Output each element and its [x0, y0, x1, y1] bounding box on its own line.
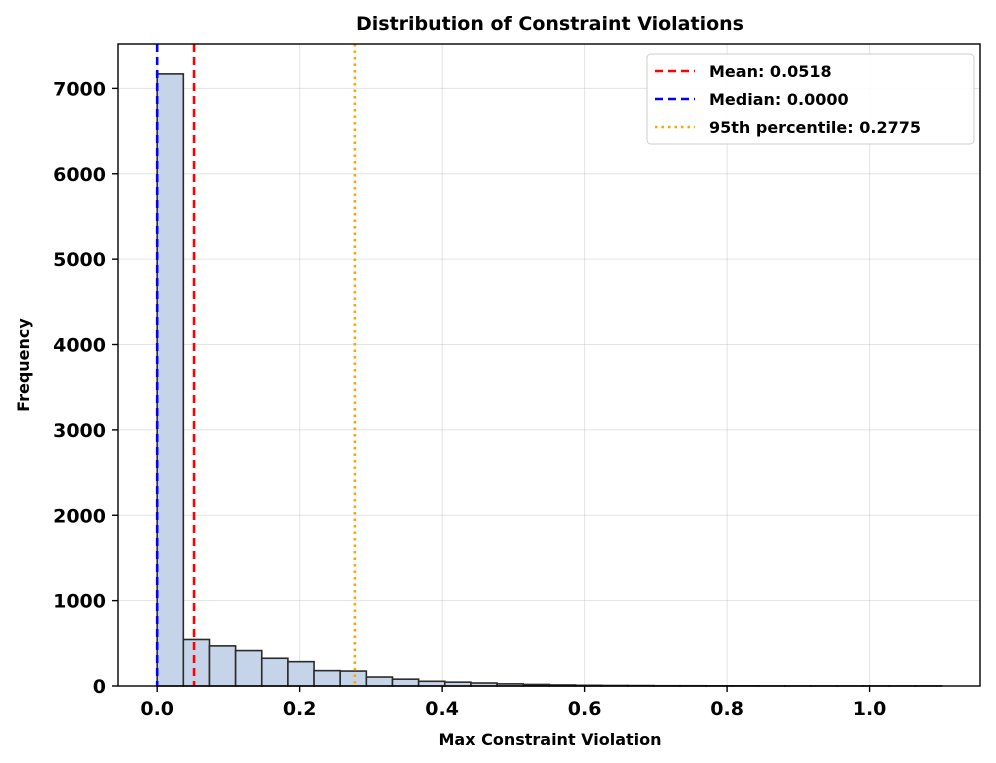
histogram-bar [182, 638, 211, 687]
y-tick-label: 2000 [53, 505, 106, 527]
y-axis-ticks: 0 1000 2000 3000 4000 5000 6000 7000 [53, 78, 118, 698]
y-tick-label: 5000 [53, 249, 106, 271]
legend-entry: Mean: 0.0518 [709, 62, 832, 81]
y-tick-label: 3000 [53, 420, 106, 442]
chart-title: Distribution of Constraint Violations [356, 13, 744, 35]
x-tick-label: 0.2 [283, 698, 317, 720]
y-tick-label: 1000 [53, 591, 106, 613]
x-tick-label: 0.8 [710, 698, 744, 720]
y-axis-label: Frequency [14, 318, 33, 412]
histogram-bar [391, 678, 420, 687]
histogram-bar [339, 670, 368, 687]
histogram-bar [260, 657, 289, 687]
y-tick-label: 0 [93, 676, 106, 698]
axes [117, 43, 981, 687]
x-tick-label: 1.0 [853, 698, 887, 720]
histogram-bar [208, 645, 237, 687]
histogram-bar [156, 73, 185, 687]
legend-entry: Median: 0.0000 [709, 90, 849, 109]
x-tick-label: 0.6 [568, 698, 602, 720]
x-tick-label: 0.0 [140, 698, 174, 720]
plot-frame [117, 43, 981, 687]
x-tick-label: 0.4 [425, 698, 459, 720]
histogram-bars [156, 73, 943, 687]
histogram-bar [365, 676, 394, 687]
legend-entry: 95th percentile: 0.2775 [709, 118, 921, 137]
x-axis-label: Max Constraint Violation [438, 730, 661, 749]
y-tick-label: 4000 [53, 335, 106, 357]
y-tick-label: 7000 [53, 78, 106, 100]
histogram-bar [287, 660, 315, 687]
legend-box [646, 53, 975, 145]
y-tick-label: 6000 [53, 164, 106, 186]
reference-lines [155, 44, 357, 686]
histogram-bar [313, 669, 341, 687]
histogram-bar [417, 680, 446, 687]
x-axis-ticks: 0.0 0.2 0.4 0.6 0.8 1.0 [140, 686, 886, 720]
legend: Mean: 0.0518 Median: 0.0000 95th percentil… [646, 53, 975, 145]
histogram-bar [234, 649, 263, 687]
